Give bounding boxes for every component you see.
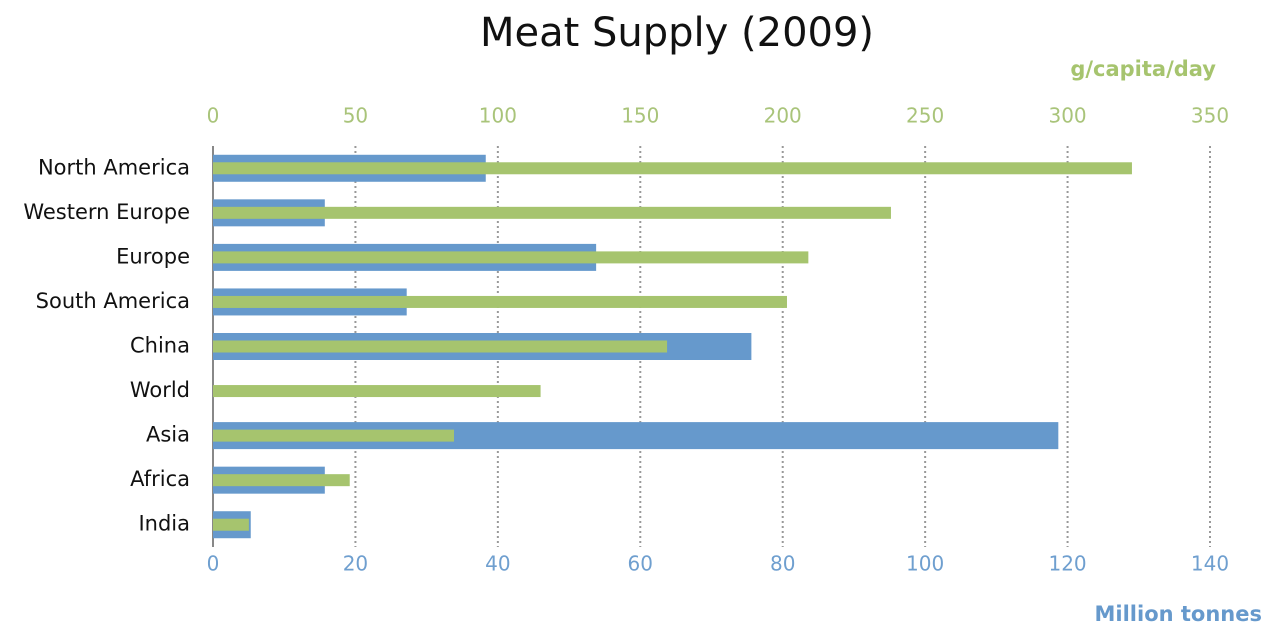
x2-tick-label: 300 (1048, 104, 1086, 128)
bar (213, 518, 249, 531)
x-axis-label: Million tonnes (1095, 602, 1263, 626)
y-tick-label: World (130, 378, 190, 402)
y-tick-label: Africa (130, 467, 190, 491)
bar (213, 340, 668, 353)
x2-axis-label: g/capita/day (1070, 57, 1216, 81)
y-tick-label: Asia (146, 423, 190, 447)
x2-tick-label: 0 (207, 104, 220, 128)
bar (213, 474, 350, 487)
x-tick-label: 0 (207, 552, 220, 576)
x-tick-label: 120 (1048, 552, 1086, 576)
y-tick-label: India (138, 512, 190, 536)
x-tick-label: 40 (485, 552, 510, 576)
x2-tick-label: 200 (764, 104, 802, 128)
bar (213, 162, 1132, 175)
bar (213, 206, 891, 219)
x-tick-label: 20 (343, 552, 368, 576)
bar (213, 251, 809, 264)
chart-title: Meat Supply (2009) (480, 10, 874, 56)
y-tick-label: Europe (116, 244, 190, 268)
x-tick-label: 100 (906, 552, 944, 576)
x-tick-label: 140 (1191, 552, 1229, 576)
x2-tick-label: 150 (621, 104, 659, 128)
bar (213, 429, 454, 442)
x2-tick-label: 100 (479, 104, 517, 128)
bar (213, 385, 541, 398)
x2-tick-label: 50 (343, 104, 368, 128)
y-tick-label: Western Europe (23, 200, 190, 224)
bar (213, 295, 787, 308)
x-tick-label: 80 (770, 552, 795, 576)
y-tick-label: China (130, 334, 190, 358)
x2-tick-label: 350 (1191, 104, 1229, 128)
y-tick-label: North America (38, 155, 190, 179)
x-tick-label: 60 (628, 552, 653, 576)
x2-tick-label: 250 (906, 104, 944, 128)
y-tick-label: South America (36, 289, 190, 313)
